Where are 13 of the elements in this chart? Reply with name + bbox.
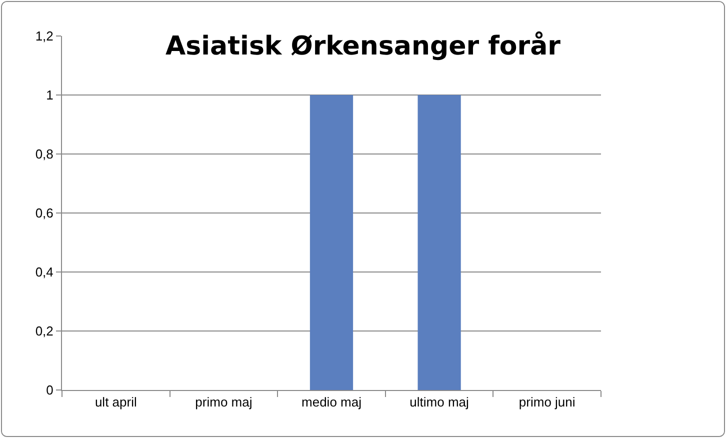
chart-title: Asiatisk Ørkensanger forår xyxy=(166,30,561,62)
y-tick-label: 0,4 xyxy=(35,264,54,280)
y-tick-label: 1 xyxy=(46,88,54,103)
x-tick-label: medio maj xyxy=(302,394,362,410)
x-tick-label: ult april xyxy=(94,394,137,410)
x-tick-label: primo juni xyxy=(518,394,576,410)
x-tick-label: ultimo maj xyxy=(410,394,470,410)
x-tick-label: primo maj xyxy=(195,394,252,410)
y-tick-label: 0,8 xyxy=(35,146,54,162)
y-tick-label: 0,6 xyxy=(35,206,54,221)
y-tick-label: 0 xyxy=(46,382,54,398)
y-tick-label: 1,2 xyxy=(35,28,54,44)
y-tick-label: 0,2 xyxy=(35,324,54,339)
